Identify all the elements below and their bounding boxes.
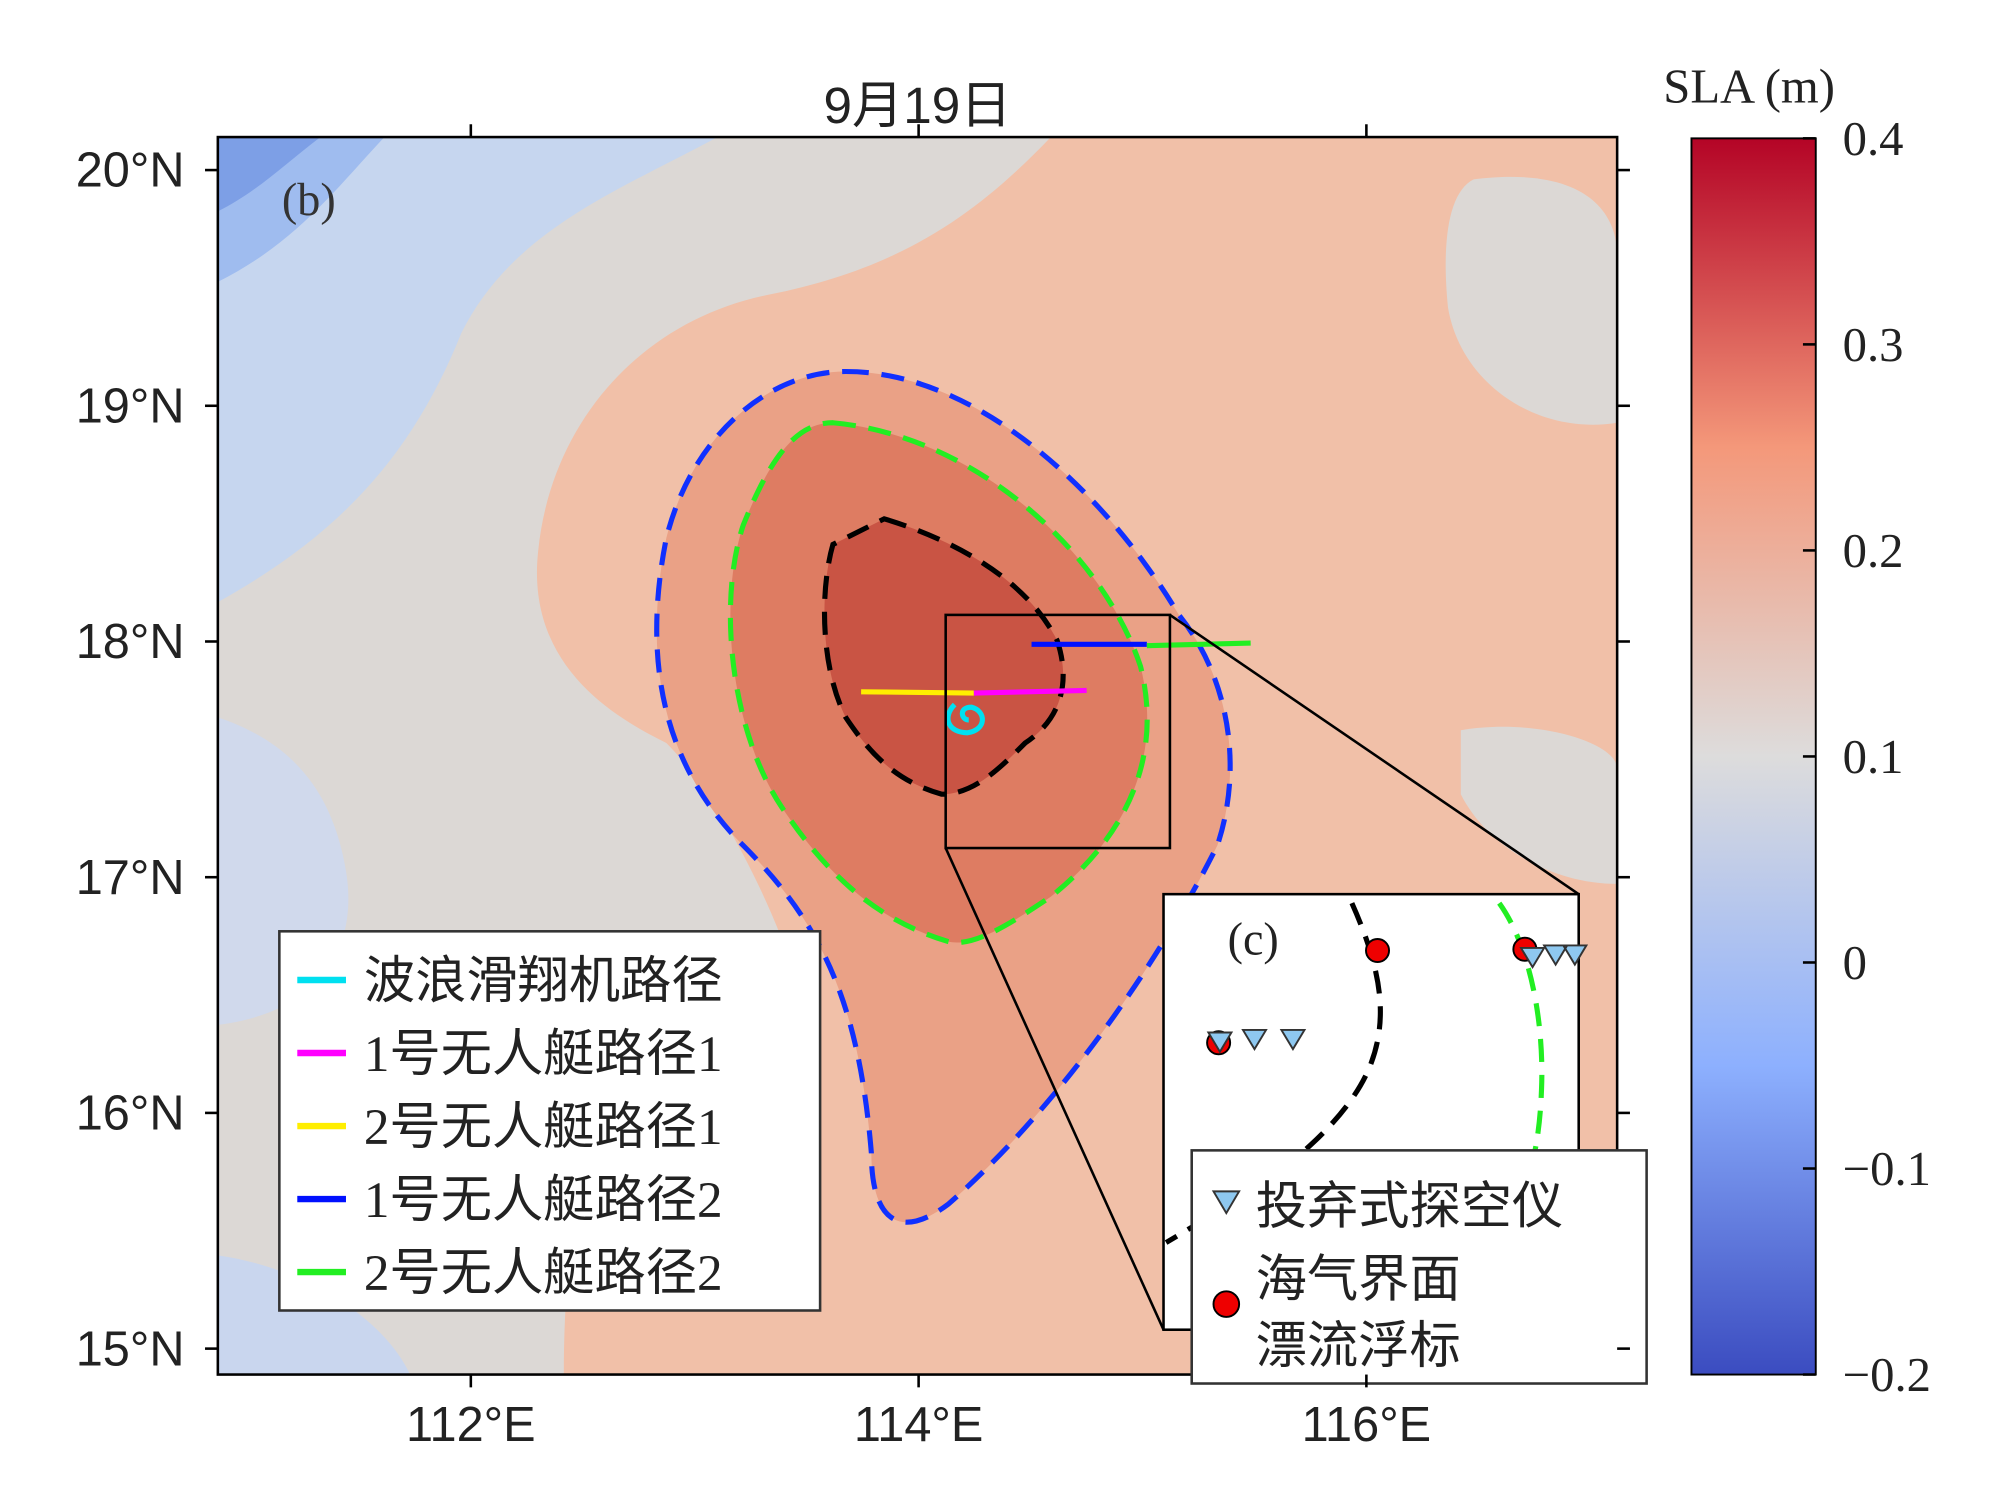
- colorbar: [1690, 137, 1817, 1376]
- legend-text: 2号无人艇路径1: [364, 1099, 723, 1156]
- y-tick-label: 18°N: [76, 615, 185, 669]
- y-tick-label: 19°N: [76, 379, 185, 433]
- legend-text: 1号无人艇路径1: [364, 1026, 723, 1083]
- y-tick-label: 16°N: [76, 1087, 185, 1141]
- x-tick-label: 114°E: [854, 1398, 984, 1452]
- legend-text: 海气界面: [1256, 1250, 1461, 1307]
- inset-legend: 投弃式探空仪 海气界面 漂流浮标: [1190, 1149, 1648, 1385]
- colorbar-tick-label: −0.2: [1843, 1348, 1931, 1402]
- colorbar-tick-label: 0: [1843, 936, 1867, 990]
- colorbar-tick-label: 0.1: [1843, 730, 1904, 784]
- colorbar-label: SLA (m): [1663, 59, 1835, 113]
- x-tick-label: 112°E: [406, 1398, 536, 1452]
- y-tick-label: 20°N: [76, 144, 185, 198]
- colorbar-tick-label: 0.2: [1843, 524, 1904, 578]
- panel-label: (b): [282, 174, 336, 225]
- legend-text: 1号无人艇路径2: [364, 1172, 723, 1229]
- legend-text: 波浪滑翔机路径: [364, 953, 723, 1010]
- colorbar-tick-label: −0.1: [1843, 1142, 1931, 1196]
- legend-text: 漂流浮标: [1256, 1317, 1461, 1374]
- zoom-line: [1169, 613, 1580, 896]
- colorbar-tick-label: 0.4: [1843, 112, 1904, 166]
- x-tick-label: 116°E: [1302, 1398, 1432, 1452]
- zoom-line: [944, 847, 1165, 1331]
- inset-label: (c): [1228, 913, 1279, 964]
- legend-text: 2号无人艇路径2: [364, 1245, 723, 1302]
- legend-text: 投弃式探空仪: [1256, 1177, 1563, 1234]
- legend: 波浪滑翔机路径 1号无人艇路径1 2号无人艇路径1 1号无人艇路径2 2号无人艇路径2: [297, 953, 723, 1302]
- y-tick-label: 15°N: [76, 1322, 185, 1376]
- colorbar-tick-label: 0.3: [1843, 318, 1904, 372]
- y-tick-label: 17°N: [76, 851, 185, 905]
- legend-box: [278, 930, 822, 1312]
